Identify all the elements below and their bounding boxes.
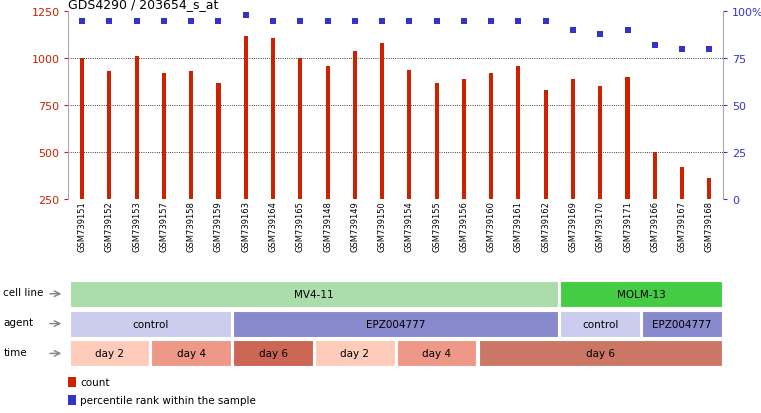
Bar [680, 168, 684, 199]
Text: EPZ004777: EPZ004777 [652, 319, 712, 329]
Bar [380, 44, 384, 199]
Bar [479, 341, 722, 366]
Bar [216, 83, 221, 199]
Bar [653, 153, 657, 199]
Point [295, 19, 307, 25]
Bar [271, 38, 275, 199]
Point [185, 19, 197, 25]
Point [240, 13, 252, 19]
Point [403, 19, 416, 25]
Point [349, 19, 361, 25]
Point [431, 19, 443, 25]
Text: MOLM-13: MOLM-13 [616, 289, 666, 299]
Bar [560, 281, 722, 307]
Bar [107, 72, 111, 199]
Point [321, 19, 333, 25]
Point [676, 47, 688, 53]
Point [212, 19, 224, 25]
Text: GDS4290 / 203654_s_at: GDS4290 / 203654_s_at [68, 0, 219, 11]
Bar [435, 83, 438, 199]
Bar [233, 341, 313, 366]
Text: day 4: day 4 [177, 349, 205, 358]
Text: day 2: day 2 [340, 349, 369, 358]
Point [267, 19, 279, 25]
Bar [68, 377, 76, 387]
Point [594, 31, 607, 38]
Bar [244, 37, 248, 199]
Text: day 2: day 2 [95, 349, 124, 358]
Bar [642, 311, 722, 337]
Bar [162, 74, 166, 199]
Bar [69, 341, 149, 366]
Bar [462, 80, 466, 199]
Bar [69, 281, 559, 307]
Point [485, 19, 497, 25]
Point [703, 47, 715, 53]
Bar [353, 52, 357, 199]
Text: count: count [81, 377, 110, 387]
Text: day 6: day 6 [259, 349, 288, 358]
Text: MV4-11: MV4-11 [294, 289, 334, 299]
Bar [571, 80, 575, 199]
Bar [69, 311, 231, 337]
Text: control: control [582, 319, 619, 329]
Bar [315, 341, 395, 366]
Point [376, 19, 388, 25]
Point [622, 28, 634, 34]
Point [158, 19, 170, 25]
Point [76, 19, 88, 25]
Bar [489, 74, 493, 199]
Bar [80, 59, 84, 199]
Bar [326, 66, 330, 199]
Text: percentile rank within the sample: percentile rank within the sample [81, 395, 256, 405]
Text: agent: agent [3, 318, 33, 328]
Bar [707, 179, 712, 199]
Bar [298, 59, 302, 199]
Bar [598, 87, 602, 199]
Bar [68, 395, 76, 405]
Point [103, 19, 116, 25]
Point [512, 19, 524, 25]
Point [458, 19, 470, 25]
Text: time: time [3, 347, 27, 357]
Point [567, 28, 579, 34]
Bar [543, 91, 548, 199]
Bar [560, 311, 640, 337]
Point [131, 19, 143, 25]
Text: cell line: cell line [3, 288, 43, 298]
Bar [135, 57, 139, 199]
Bar [233, 311, 559, 337]
Bar [407, 70, 412, 199]
Point [540, 19, 552, 25]
Bar [626, 78, 629, 199]
Text: control: control [132, 319, 168, 329]
Bar [517, 66, 521, 199]
Point [648, 43, 661, 50]
Bar [151, 341, 231, 366]
Bar [189, 72, 193, 199]
Bar [396, 341, 476, 366]
Text: day 4: day 4 [422, 349, 451, 358]
Text: EPZ004777: EPZ004777 [366, 319, 425, 329]
Text: day 6: day 6 [586, 349, 615, 358]
